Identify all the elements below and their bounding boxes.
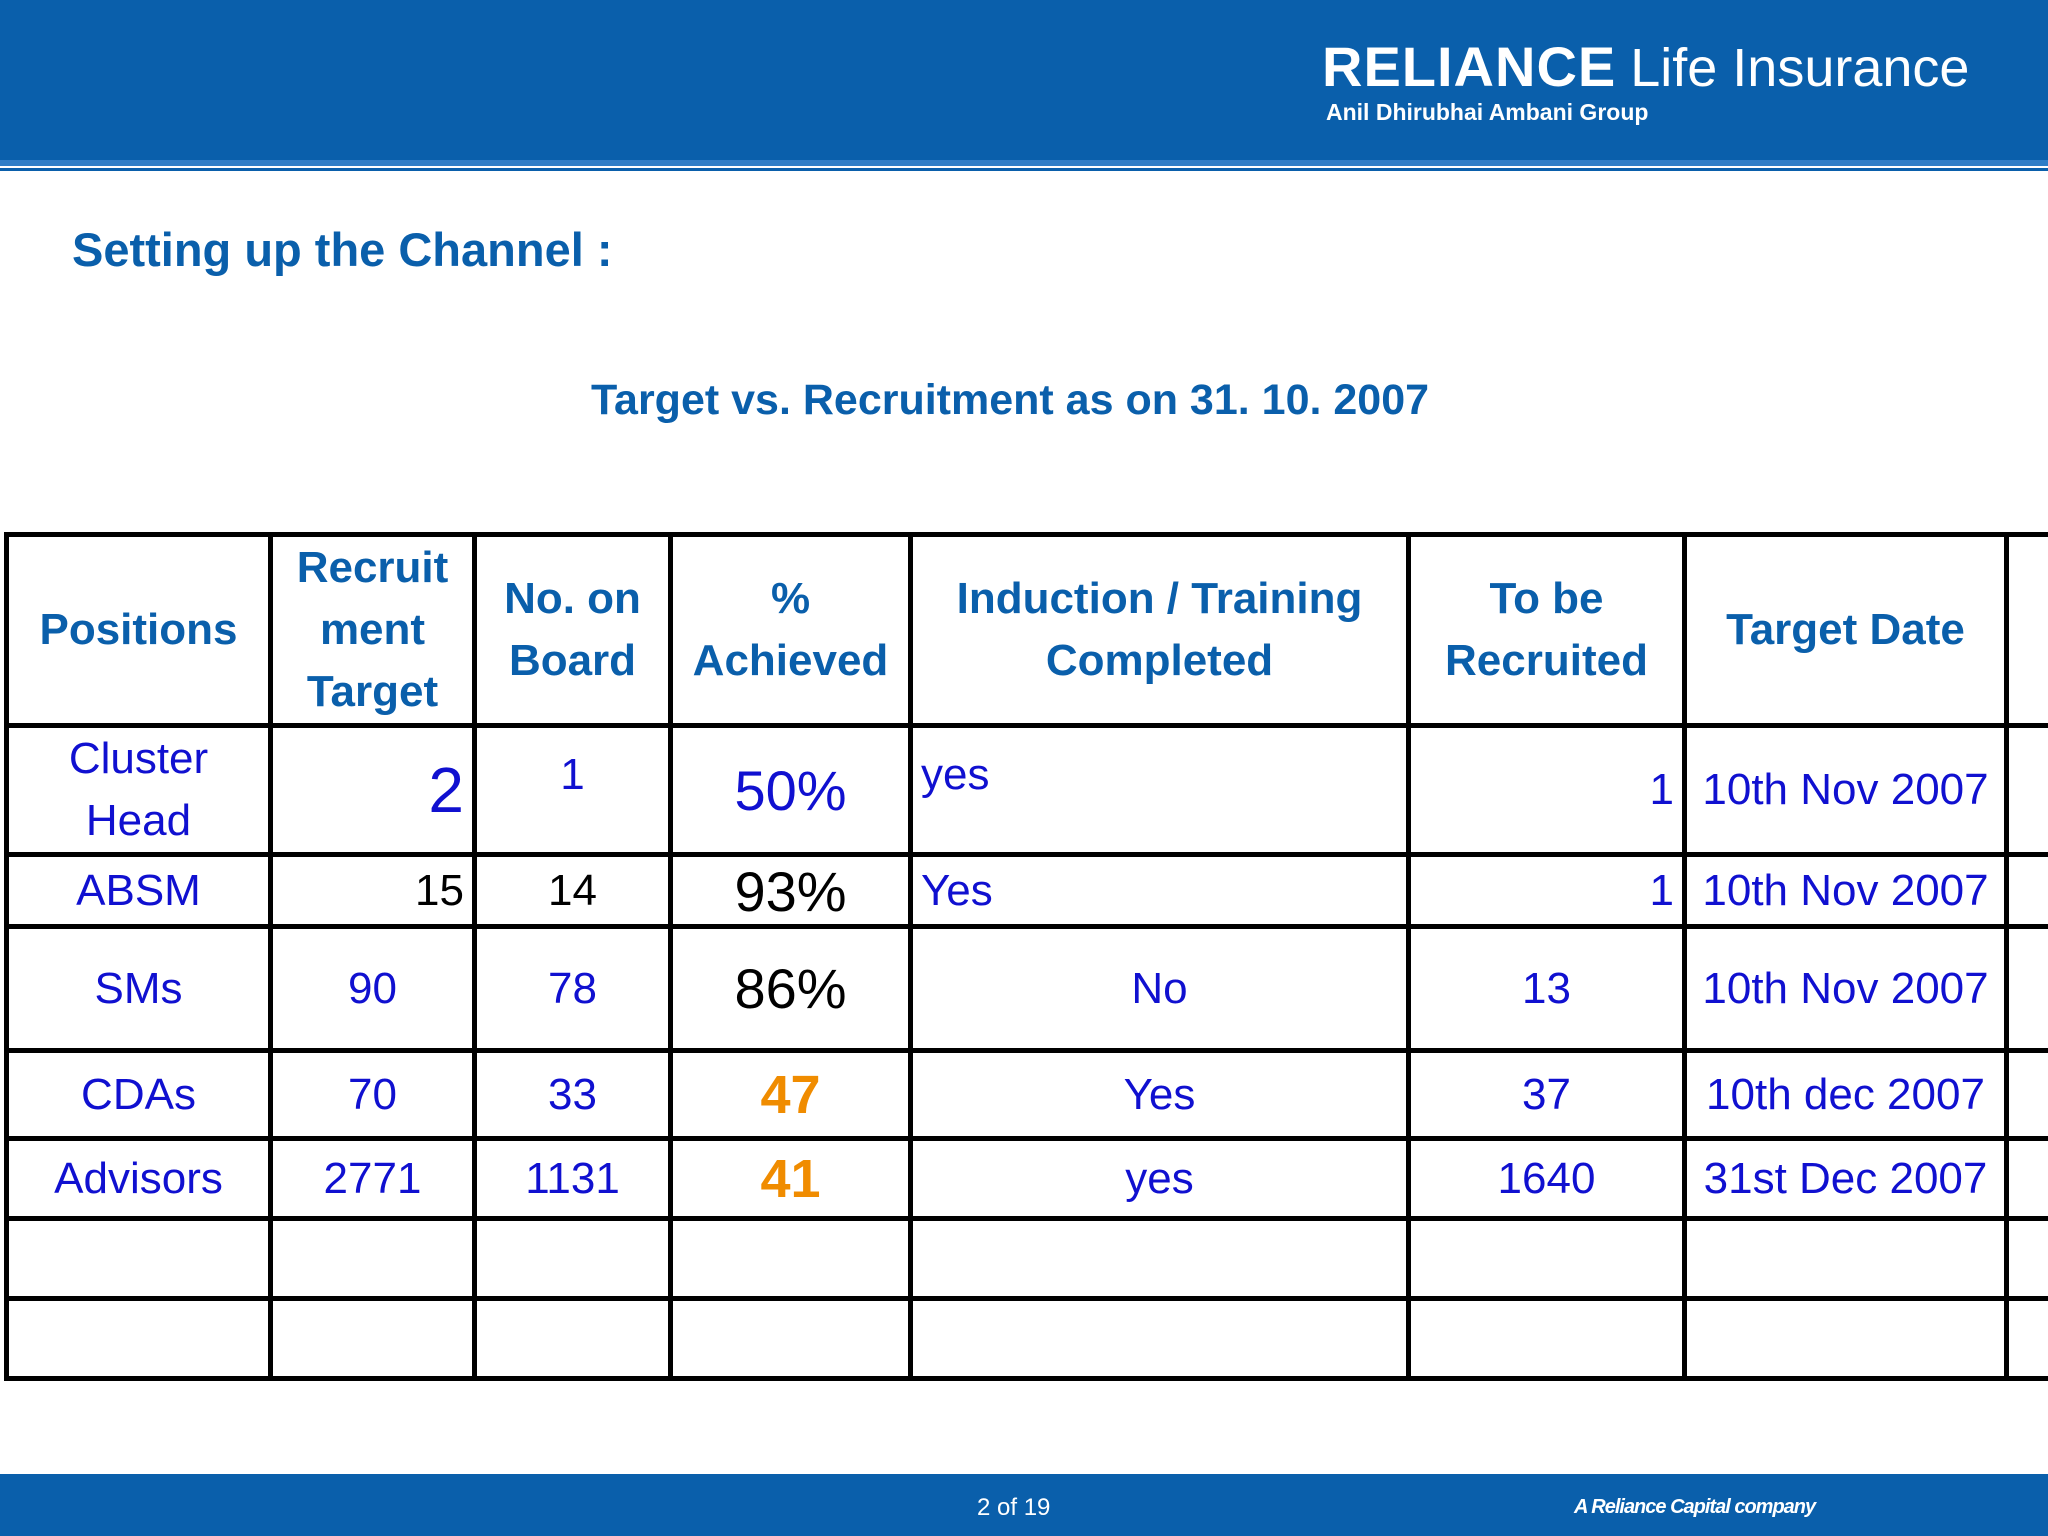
footer-tagline: A Reliance Capital company xyxy=(1574,1496,1816,1518)
cell-target: 2 xyxy=(268,723,477,857)
table-row: SMs 90 78 86% No 13 10th Nov 2007 xyxy=(4,924,2048,1053)
col-header-target: Recruit ment Target xyxy=(268,532,477,728)
cell-achieved: 50% xyxy=(668,723,913,857)
reliance-logo: RELIANCE Life Insurance Anil Dhirubhai Am… xyxy=(1322,36,1969,126)
col-header-achieved: % Achieved xyxy=(668,532,913,728)
cell-position: SMs xyxy=(4,924,273,1053)
col-header-target-date: Target Date xyxy=(1682,532,2009,728)
empty-cell xyxy=(668,1296,913,1381)
page-title: Setting up the Channel : xyxy=(72,223,613,276)
table-row: Cluster Head 2 1 50% yes 1 10th Nov 2007 xyxy=(4,723,2048,857)
cell-target-date: 10th Nov 2007 xyxy=(1682,852,2009,929)
cell-target: 70 xyxy=(268,1048,477,1141)
cell-achieved: 86% xyxy=(668,924,913,1053)
cell-on-board: 1 xyxy=(472,723,673,857)
header-row: Positions Recruit ment Target No. on Boa… xyxy=(4,532,2048,728)
recruitment-table: Positions Recruit ment Target No. on Boa… xyxy=(4,532,2048,1381)
cell-to-recruit: 1 xyxy=(1406,723,1687,857)
empty-cell xyxy=(2004,1296,2048,1381)
cell-induction: yes xyxy=(908,1136,1411,1221)
cell-extra xyxy=(2004,852,2048,929)
table-row: Advisors 2771 1131 41 yes 1640 31st Dec … xyxy=(4,1136,2048,1221)
cell-target: 2771 xyxy=(268,1136,477,1221)
col-header-positions: Positions xyxy=(4,532,273,728)
cell-target-date: 10th dec 2007 xyxy=(1682,1048,2009,1141)
header-rule xyxy=(0,160,2048,166)
empty-cell xyxy=(1682,1216,2009,1301)
cell-on-board: 33 xyxy=(472,1048,673,1141)
logo-product: Life Insurance xyxy=(1630,38,1970,98)
logo-brand: RELIANCE xyxy=(1322,35,1617,98)
cell-target: 90 xyxy=(268,924,477,1053)
empty-cell xyxy=(2004,1216,2048,1301)
logo-group: Anil Dhirubhai Ambani Group xyxy=(1326,99,1649,125)
cell-extra xyxy=(2004,723,2048,857)
empty-cell xyxy=(668,1216,913,1301)
empty-cell xyxy=(268,1296,477,1381)
cell-position: Advisors xyxy=(4,1136,273,1221)
footer-band xyxy=(0,1474,2048,1536)
col-header-on-board: No. on Board xyxy=(472,532,673,728)
table-row: ABSM 15 14 93% Yes 1 10th Nov 2007 xyxy=(4,852,2048,929)
empty-cell xyxy=(908,1296,1411,1381)
cell-achieved: 93% xyxy=(668,852,913,929)
cell-target: 15 xyxy=(268,852,477,929)
cell-on-board: 14 xyxy=(472,852,673,929)
col-header-extra xyxy=(2004,532,2048,728)
cell-on-board: 1131 xyxy=(472,1136,673,1221)
cell-induction: No xyxy=(908,924,1411,1053)
cell-extra xyxy=(2004,1048,2048,1141)
empty-cell xyxy=(472,1296,673,1381)
cell-to-recruit: 1 xyxy=(1406,852,1687,929)
cell-induction: yes xyxy=(908,723,1411,857)
cell-to-recruit: 13 xyxy=(1406,924,1687,1053)
col-header-induction: Induction / Training Completed xyxy=(908,532,1411,728)
cell-on-board: 78 xyxy=(472,924,673,1053)
cell-to-recruit: 37 xyxy=(1406,1048,1687,1141)
empty-cell xyxy=(472,1216,673,1301)
cell-induction: Yes xyxy=(908,852,1411,929)
empty-cell xyxy=(1682,1296,2009,1381)
empty-cell xyxy=(908,1216,1411,1301)
cell-target-date: 10th Nov 2007 xyxy=(1682,723,2009,857)
col-header-to-recruit: To be Recruited xyxy=(1406,532,1687,728)
table-caption: Target vs. Recruitment as on 31. 10. 200… xyxy=(590,376,1430,424)
cell-target-date: 31st Dec 2007 xyxy=(1682,1136,2009,1221)
cell-extra xyxy=(2004,1136,2048,1221)
empty-cell xyxy=(1406,1216,1687,1301)
cell-to-recruit: 1640 xyxy=(1406,1136,1687,1221)
empty-cell xyxy=(1406,1296,1687,1381)
cell-extra xyxy=(2004,924,2048,1053)
cell-achieved: 47 xyxy=(668,1048,913,1141)
cell-achieved: 41 xyxy=(668,1136,913,1221)
page-indicator: 2 of 19 xyxy=(977,1494,1051,1521)
cell-induction: Yes xyxy=(908,1048,1411,1141)
cell-target-date: 10th Nov 2007 xyxy=(1682,924,2009,1053)
cell-position: Cluster Head xyxy=(4,723,273,857)
cell-position: ABSM xyxy=(4,852,273,929)
cell-position: CDAs xyxy=(4,1048,273,1141)
table-row: CDAs 70 33 47 Yes 37 10th dec 2007 xyxy=(4,1048,2048,1141)
header-band xyxy=(0,0,2048,160)
empty-row xyxy=(4,1296,2048,1381)
empty-cell xyxy=(4,1216,273,1301)
empty-cell xyxy=(4,1296,273,1381)
empty-cell xyxy=(268,1216,477,1301)
header-rule-thin xyxy=(0,168,2048,171)
empty-row xyxy=(4,1216,2048,1301)
